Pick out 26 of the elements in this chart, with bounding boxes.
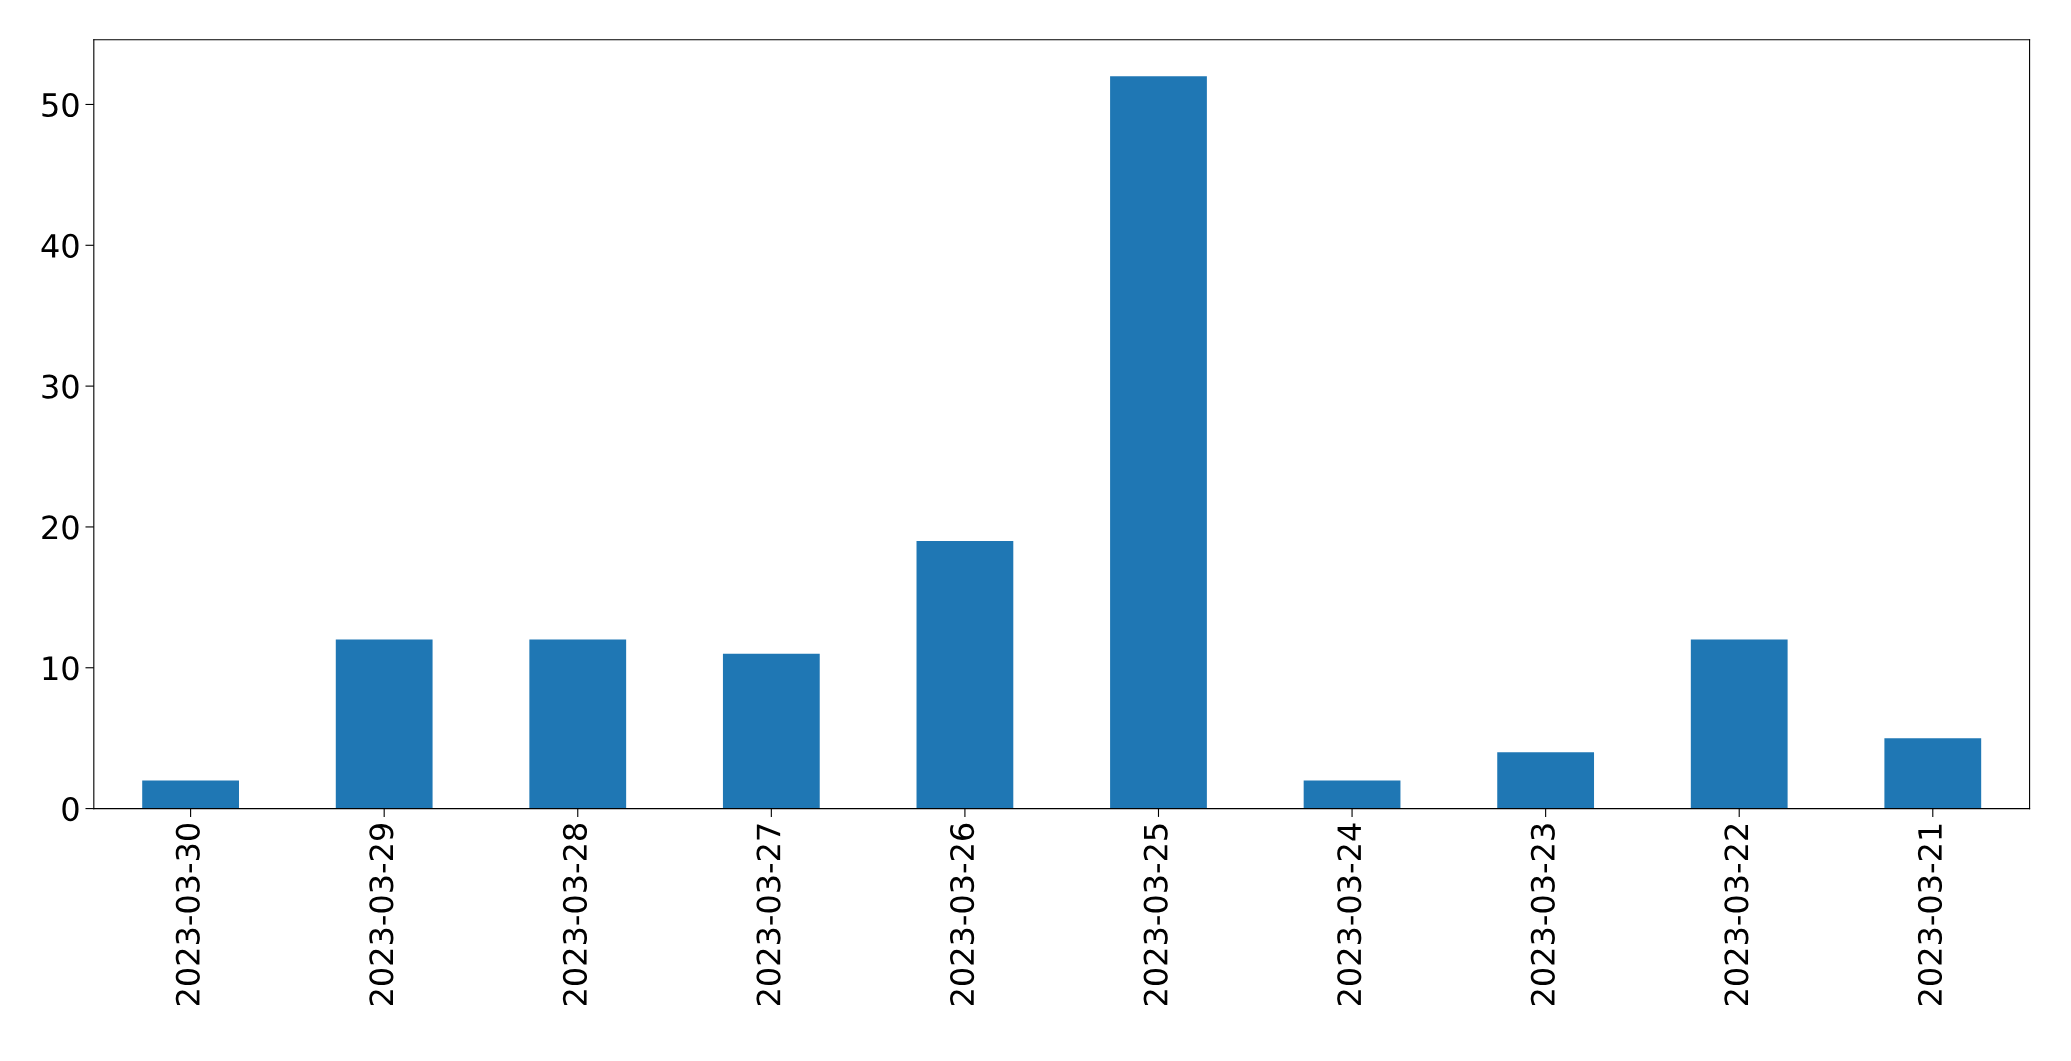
bar (1303, 780, 1401, 809)
y-tick-label: 50 (42, 92, 79, 118)
bar (1884, 738, 1982, 809)
bar (1497, 752, 1595, 809)
y-tick-label: 30 (42, 374, 79, 399)
y-tick-label: 40 (41, 233, 79, 258)
bar (335, 639, 433, 809)
bar (722, 653, 820, 809)
y-tick-label: 20 (42, 515, 79, 540)
x-tick-label: 2023-03-27 (756, 824, 781, 1006)
x-tick-label: 2023-03-26 (950, 823, 975, 1006)
x-tick-label: 2023-03-21 (1917, 824, 1943, 1006)
x-tick-label: 2023-03-24 (1337, 823, 1362, 1006)
x-tick-label: 2023-03-22 (1724, 824, 1749, 1006)
x-tick-label: 2023-03-28 (562, 823, 588, 1006)
y-tick-label: 0 (62, 797, 79, 822)
bar (1690, 639, 1788, 809)
bar (529, 639, 627, 809)
bar (916, 541, 1014, 809)
x-tick-label: 2023-03-29 (369, 824, 394, 1006)
x-tick-label: 2023-03-23 (1530, 824, 1555, 1006)
x-tick-label: 2023-03-30 (175, 823, 200, 1006)
bar (1110, 76, 1207, 809)
x-tick-label: 2023-03-25 (1143, 824, 1168, 1006)
y-tick-label: 10 (43, 656, 79, 681)
bar (142, 780, 239, 809)
